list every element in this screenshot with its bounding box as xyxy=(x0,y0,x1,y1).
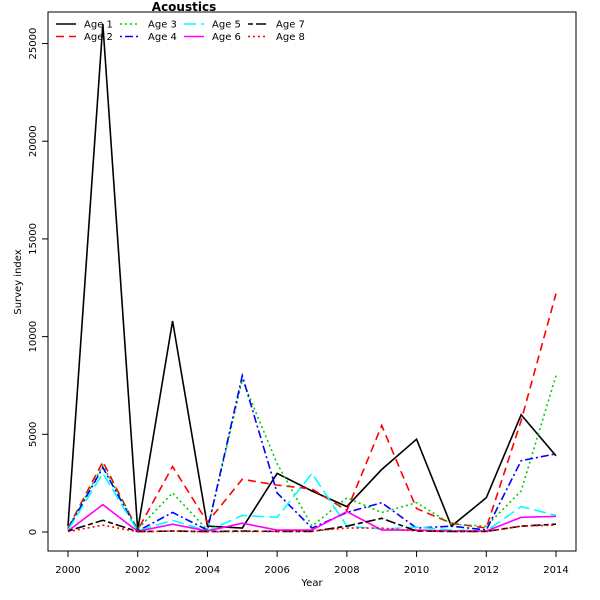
legend-label: Age 1 xyxy=(84,20,113,31)
y-axis-label: Survey index xyxy=(13,249,24,314)
legend-label: Age 3 xyxy=(148,20,177,31)
legend-label: Age 7 xyxy=(276,20,305,31)
x-tick-label: 2012 xyxy=(474,565,499,576)
x-tick-label: 2006 xyxy=(264,565,289,576)
x-axis-label: Year xyxy=(300,578,323,589)
x-tick-label: 2002 xyxy=(125,565,150,576)
legend-label: Age 6 xyxy=(212,32,241,43)
y-tick-label: 20000 xyxy=(28,125,39,157)
legend-label: Age 2 xyxy=(84,32,113,43)
series-line-age-8 xyxy=(67,524,557,533)
y-tick-label: 10000 xyxy=(28,321,39,353)
plot-frame xyxy=(47,11,577,552)
y-tick-label: 15000 xyxy=(28,223,39,255)
x-tick-label: 2010 xyxy=(404,565,429,576)
plot-lines xyxy=(67,23,557,533)
legend-label: Age 8 xyxy=(276,32,305,43)
y-tick-label: 5000 xyxy=(28,422,39,447)
series-line-age-3 xyxy=(67,375,557,532)
legend-label: Age 4 xyxy=(148,32,177,43)
chart-title: Acoustics xyxy=(152,0,216,14)
series-line-age-4 xyxy=(67,372,557,533)
x-tick-label: 2008 xyxy=(334,565,359,576)
y-tick-label: 25000 xyxy=(28,28,39,60)
series-line-age-1 xyxy=(67,23,557,531)
legend-label: Age 5 xyxy=(212,20,241,31)
x-tick-label: 2004 xyxy=(195,565,220,576)
series-line-age-2 xyxy=(67,293,557,532)
x-axis: 2000 2002 2004 2006 2008 2010 2012 2014 xyxy=(55,551,569,576)
y-axis: 0 5000 10000 15000 20000 25000 xyxy=(28,28,48,535)
x-tick-label: 2014 xyxy=(543,565,568,576)
y-tick-label: 0 xyxy=(28,529,39,535)
x-tick-label: 2000 xyxy=(55,565,80,576)
